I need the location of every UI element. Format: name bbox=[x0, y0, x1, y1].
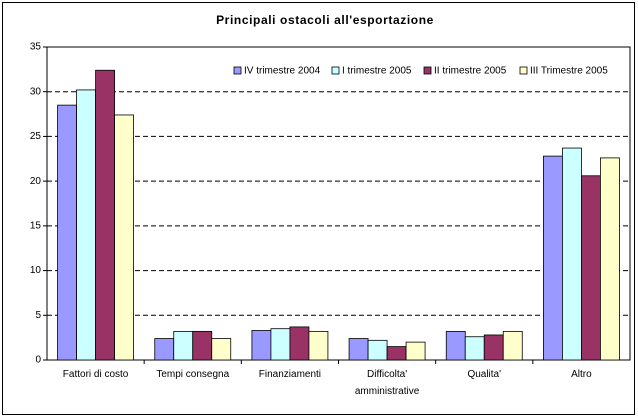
legend-label: I trimestre 2005 bbox=[342, 66, 412, 77]
x-tick-label: Qualita' bbox=[467, 369, 502, 380]
bar bbox=[251, 330, 272, 361]
chart-title: Principali ostacoli all'esportazione bbox=[216, 13, 434, 27]
bar bbox=[562, 147, 582, 361]
legend-swatch bbox=[519, 66, 528, 75]
bar bbox=[308, 330, 329, 361]
bar bbox=[76, 89, 96, 361]
y-tick-label: 0 bbox=[35, 355, 41, 366]
y-tick-label: 25 bbox=[30, 131, 42, 142]
bar bbox=[483, 334, 504, 361]
bar bbox=[405, 341, 426, 361]
x-tick-label: Altro bbox=[571, 369, 592, 380]
bar bbox=[386, 346, 407, 361]
x-tick-label: Finanziamenti bbox=[258, 369, 322, 380]
bar bbox=[211, 338, 232, 361]
y-tick-label: 35 bbox=[30, 42, 42, 53]
y-tick-label: 20 bbox=[30, 176, 42, 187]
bar bbox=[543, 155, 563, 361]
bar bbox=[600, 157, 620, 361]
bar bbox=[114, 114, 134, 361]
plot-area bbox=[46, 46, 631, 361]
x-tick-label: Tempi consegna bbox=[156, 369, 230, 380]
bar bbox=[581, 175, 601, 361]
legend-label: IV trimestre 2004 bbox=[244, 66, 321, 77]
bar bbox=[192, 330, 213, 361]
y-tick-label: 30 bbox=[30, 86, 42, 97]
bar bbox=[57, 104, 77, 361]
legend-swatch bbox=[423, 66, 432, 75]
bar bbox=[154, 338, 175, 361]
bar bbox=[464, 336, 485, 361]
bar bbox=[270, 328, 291, 361]
legend-label: III Trimestre 2005 bbox=[530, 66, 608, 77]
bar bbox=[348, 338, 369, 361]
bar bbox=[367, 339, 388, 361]
x-tick-label: Fattori di costo bbox=[62, 369, 129, 380]
y-tick-label: 10 bbox=[30, 265, 42, 276]
x-tick-label: Difficolta' amministrative bbox=[354, 369, 420, 397]
bar bbox=[173, 330, 194, 361]
bar bbox=[502, 330, 523, 361]
y-tick-label: 5 bbox=[35, 310, 41, 321]
bar bbox=[95, 69, 115, 361]
bar bbox=[445, 330, 466, 361]
legend-swatch bbox=[233, 66, 242, 75]
bar bbox=[289, 326, 310, 361]
legend-swatch bbox=[331, 66, 340, 75]
legend-label: II trimestre 2005 bbox=[434, 66, 507, 77]
y-tick-label: 15 bbox=[30, 220, 42, 231]
